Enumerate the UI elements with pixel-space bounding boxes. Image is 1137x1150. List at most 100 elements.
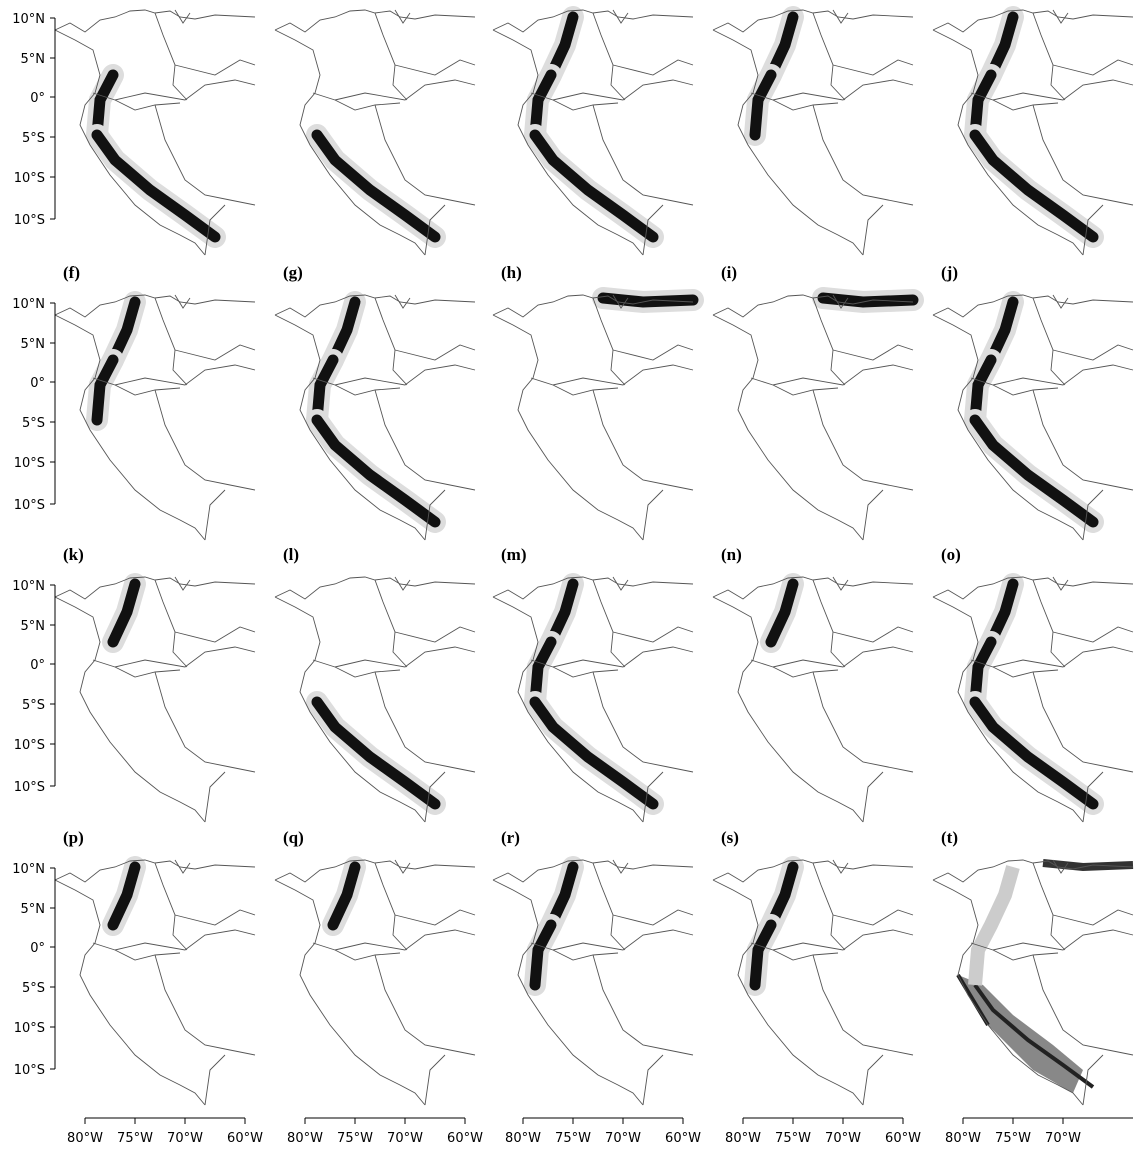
country-borders [492,859,694,1106]
country-borders [492,9,694,256]
habitat-core [311,414,441,528]
panel-label: (g) [283,263,303,282]
panel-label: (i) [721,263,737,282]
lon-label: 80°W [287,1131,323,1146]
country-borders [274,9,476,256]
lat-label: 5°S [22,416,45,431]
habitat-core [545,578,579,648]
lat-label: 10°N [12,12,45,27]
country-borders [932,294,1134,541]
lon-label: 70°W [825,1131,861,1146]
country-borders [274,294,476,541]
map-panel [274,856,476,1106]
habitat-core [985,11,1019,81]
habitat-core [107,296,141,366]
map-panel [712,856,914,1106]
lon-label: 75°W [117,1131,153,1146]
habitat-core [529,636,557,708]
lon-label: 60°W [227,1131,263,1146]
habitat-core [91,69,119,141]
country-borders [274,859,476,1106]
lat-label: 10°S [14,171,45,186]
map-panel [712,6,914,256]
habitat-core [749,919,777,991]
map-panel [932,859,1134,1106]
map-panel [492,856,694,1106]
map-panel [54,856,256,1106]
lat-label: 0° [30,91,45,106]
habitat-core [529,696,659,810]
lat-label: 10°S [14,738,45,753]
lat-label: 10°N [12,579,45,594]
panel-label: (f) [63,263,80,282]
habitat-core [969,636,997,708]
habitat-core [529,69,557,141]
lon-label: 70°W [605,1131,641,1146]
habitat-core [529,919,557,991]
lon-label: 60°W [447,1131,483,1146]
panel-label: (t) [941,828,958,847]
panel-label: (m) [501,545,526,564]
lat-label: 0° [30,376,45,391]
habitat-core [969,69,997,141]
lon-label: 75°W [775,1131,811,1146]
lat-label: 5°S [22,698,45,713]
country-borders [492,294,694,541]
panel-label: (s) [721,828,739,847]
lat-label: 5°N [21,619,46,634]
panel-label: (l) [283,545,299,564]
lat-label: 10°S [14,498,45,513]
panel-label: (j) [941,263,958,282]
panel-label: (p) [63,828,84,847]
habitat-core [107,578,141,648]
lat-label: 5°S [22,981,45,996]
lon-label: 70°W [167,1131,203,1146]
habitat-core [107,861,141,931]
habitat-core [985,296,1019,366]
country-borders [492,576,694,823]
country-borders [932,576,1134,823]
country-borders [712,859,914,1106]
lat-label: 5°S [22,131,45,146]
lat-label: 5°N [21,902,46,917]
country-borders [54,9,256,256]
panel-label: (h) [501,263,522,282]
habitat-core [327,861,361,931]
map-panel [54,573,256,823]
map-panel [712,287,924,541]
panel-label: (n) [721,545,742,564]
panel-label: (k) [63,545,84,564]
lon-label: 80°W [945,1131,981,1146]
lon-label: 75°W [337,1131,373,1146]
lat-label: 0° [30,658,45,673]
lon-label: 70°W [1045,1131,1081,1146]
country-borders [54,576,256,823]
lat-label: 10°S [14,456,45,471]
habitat-core [969,414,1099,528]
panel-label: (r) [501,828,520,847]
country-borders [712,294,914,541]
lat-label: 10°N [12,297,45,312]
lat-label: 10°N [12,862,45,877]
country-borders [712,576,914,823]
lat-label: 10°S [14,213,45,228]
map-panel [492,6,694,256]
habitat-core [985,578,1019,648]
lon-label: 70°W [387,1131,423,1146]
map-panel [712,573,914,823]
country-borders [54,294,256,541]
map-panel [274,9,476,256]
lat-label: 10°S [14,780,45,795]
habitat-core [969,696,1099,810]
habitat-area [968,865,1020,986]
map-panel [492,573,694,823]
country-borders [712,9,914,256]
habitat-core [545,861,579,931]
lat-label: 10°S [14,1021,45,1036]
habitat-core [529,129,659,243]
habitat-core [765,861,799,931]
habitat-core [311,354,339,426]
habitat-core [91,129,221,243]
map-panel [932,573,1134,823]
